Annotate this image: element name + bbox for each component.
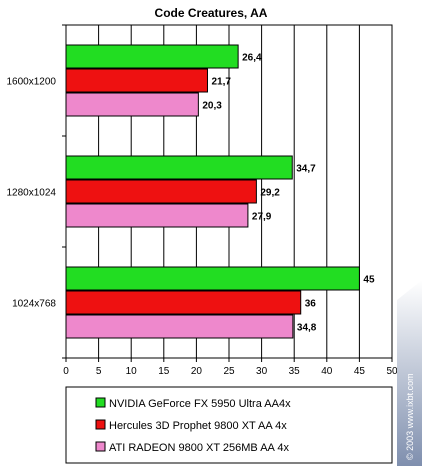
bar: [65, 44, 239, 69]
x-tick-label: 45: [354, 366, 366, 377]
data-label: 27,9: [252, 212, 272, 223]
data-label: 45: [363, 275, 375, 286]
chart-title: Code Creatures, AA: [155, 6, 268, 20]
data-label: 36: [305, 299, 317, 310]
category-label: 1280x1024: [7, 188, 57, 199]
x-tick-label: 50: [386, 366, 398, 377]
watermark: © 2003 www.ixbt.com: [397, 280, 422, 466]
bar: [65, 266, 360, 291]
x-tick-label: 25: [223, 366, 235, 377]
x-tick-label: 20: [191, 366, 203, 377]
x-tick-label: 40: [321, 366, 333, 377]
bar: [65, 203, 249, 228]
x-tick-label: 35: [289, 366, 301, 377]
legend-swatch: [95, 441, 106, 452]
axes: 0 5 10 15 20 25 30 35 40 45 50 1600x1200 1280x1024 10…: [7, 24, 398, 377]
watermark-text: © 2003 www.ixbt.com: [405, 373, 415, 460]
data-label: 21,7: [211, 77, 231, 88]
category-label: 1024x768: [12, 299, 56, 310]
bar: [65, 179, 257, 204]
legend-label: NVIDIA GeForce FX 5950 Ultra AA4x: [109, 398, 291, 410]
legend-label: ATI RADEON 9800 XT 256MB AA 4x: [109, 442, 289, 454]
data-label: 34,7: [296, 164, 316, 175]
legend-swatch: [95, 397, 106, 408]
x-tick-label: 10: [126, 366, 138, 377]
x-tick-label: 30: [256, 366, 268, 377]
x-tick-label: 0: [63, 366, 69, 377]
bars: 26,4 21,7 20,3 34,7 29,2 27,9 45 36 34,8: [65, 44, 375, 339]
watermark-band: [397, 280, 422, 466]
x-tick-label: 15: [158, 366, 170, 377]
bar: [65, 290, 302, 315]
data-label: 34,8: [297, 323, 317, 334]
data-label: 29,2: [260, 188, 280, 199]
legend: NVIDIA GeForce FX 5950 Ultra AA4x Hercule…: [65, 386, 393, 464]
category-label: 1600x1200: [7, 77, 57, 88]
bar: [65, 314, 294, 339]
legend-box: [65, 386, 393, 464]
x-tick-label: 5: [96, 366, 102, 377]
bar: [65, 92, 199, 117]
legend-swatch: [95, 419, 106, 430]
legend-label: Hercules 3D Prophet 9800 XT AA 4x: [109, 420, 287, 432]
bar: [65, 68, 208, 93]
bar: [65, 155, 293, 180]
data-label: 20,3: [202, 101, 222, 112]
data-label: 26,4: [242, 53, 262, 64]
